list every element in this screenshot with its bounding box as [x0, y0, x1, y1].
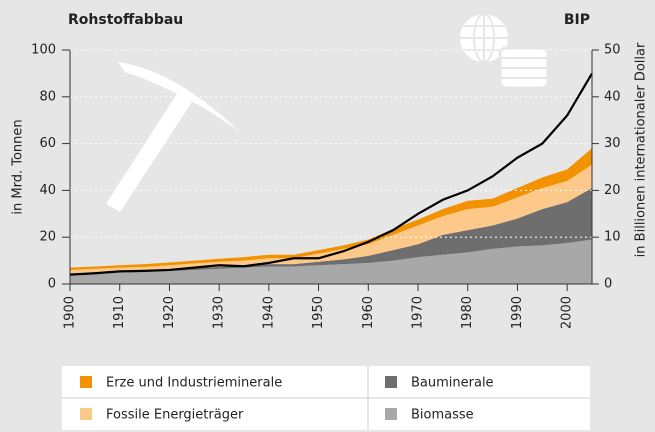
x-tick-label: 1960: [361, 296, 376, 329]
x-tick-label: 1900: [63, 296, 78, 329]
legend-swatch: [385, 408, 397, 420]
area: [70, 188, 592, 275]
pickaxe-icon: [106, 62, 240, 212]
x-tick-label: 1930: [212, 296, 227, 329]
x-tick-label: 1920: [162, 296, 177, 329]
y-tick-label: 40: [39, 183, 56, 198]
area: [70, 164, 592, 274]
globe-coins-icon: [460, 13, 550, 90]
legend-swatch: [385, 376, 397, 388]
x-tick-label: 1910: [112, 296, 127, 329]
legend-label: Fossile Energieträger: [106, 408, 244, 423]
legend-label: Biomasse: [411, 408, 474, 423]
y2-tick-label: 30: [604, 136, 621, 151]
area: [70, 239, 592, 284]
chart-title: Rohstoffabbau: [68, 12, 183, 28]
legend-label: Bauminerale: [411, 376, 494, 391]
legend-swatch: [80, 408, 92, 420]
legend-swatch: [80, 376, 92, 388]
y2-axis-label: in Billionen internationaler Dollar: [634, 42, 649, 257]
plot-area: [70, 148, 592, 284]
y2-tick-label: 40: [604, 89, 621, 104]
y-tick-label: 20: [39, 230, 56, 245]
y2-tick-label: 50: [604, 43, 621, 58]
y2-tick-label: 20: [604, 183, 621, 198]
x-tick-label: 1940: [261, 296, 276, 329]
legend-label: Erze und Industrieminerale: [106, 376, 282, 391]
y2-title: BIP: [564, 12, 590, 28]
y-axis-label: in Mrd. Tonnen: [11, 119, 26, 214]
x-tick-label: 1950: [311, 296, 326, 329]
legend: Erze und Industrieminerale Bauminerale Fos…: [62, 366, 590, 430]
y-tick-label: 60: [39, 136, 56, 151]
y2-tick-label: 10: [604, 230, 621, 245]
x-tick-label: 2000: [560, 296, 575, 329]
y-tick-label: 100: [31, 43, 56, 58]
y-tick-label: 80: [39, 89, 56, 104]
x-tick-label: 1970: [411, 296, 426, 329]
y-tick-label: 0: [48, 277, 56, 292]
gdp-line: [69, 72, 593, 276]
y2-tick-label: 0: [604, 277, 612, 292]
x-tick-label: 1990: [510, 296, 525, 329]
x-tick-label: 1980: [460, 296, 475, 329]
